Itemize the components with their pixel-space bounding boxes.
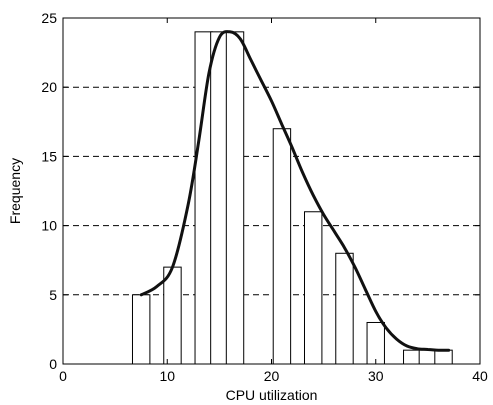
x-tick-label-30: 30 — [368, 368, 384, 384]
histogram-bar-2 — [163, 266, 182, 365]
histogram-bar-12 — [434, 349, 453, 365]
histogram-bar-6 — [272, 128, 292, 365]
histogram-bar-9 — [366, 321, 385, 365]
histogram-bars — [131, 31, 453, 365]
y-tick-label-0: 0 — [49, 356, 57, 372]
y-tick-label-20: 20 — [41, 79, 57, 95]
histogram-bar-8 — [335, 252, 354, 365]
axis-ticks: 0 10 20 30 40 0 5 10 15 20 25 — [41, 10, 488, 384]
x-tick-label-20: 20 — [264, 368, 280, 384]
y-tick-label-10: 10 — [41, 218, 57, 234]
histogram-bar-5 — [225, 31, 245, 365]
histogram-bar-4 — [210, 31, 229, 365]
grid-lines — [63, 86, 480, 296]
y-axis-label: Frequency — [7, 158, 23, 224]
x-tick-label-0: 0 — [59, 368, 67, 384]
y-tick-label-15: 15 — [41, 148, 57, 164]
histogram-bar-1 — [131, 294, 151, 365]
plot-frame — [62, 17, 481, 365]
y-tick-label-25: 25 — [41, 10, 57, 26]
x-tick-label-10: 10 — [159, 368, 175, 384]
histogram-bar-3 — [194, 31, 213, 365]
y-tick-label-5: 5 — [49, 287, 57, 303]
density-curve-layer — [139, 30, 451, 352]
x-tick-label-40: 40 — [472, 368, 488, 384]
density-curve — [139, 30, 451, 352]
x-axis-label: CPU utilization — [226, 387, 318, 403]
histogram-bar-7 — [303, 211, 323, 365]
histogram-bar-10 — [403, 349, 422, 365]
histogram-bar-11 — [418, 349, 438, 365]
